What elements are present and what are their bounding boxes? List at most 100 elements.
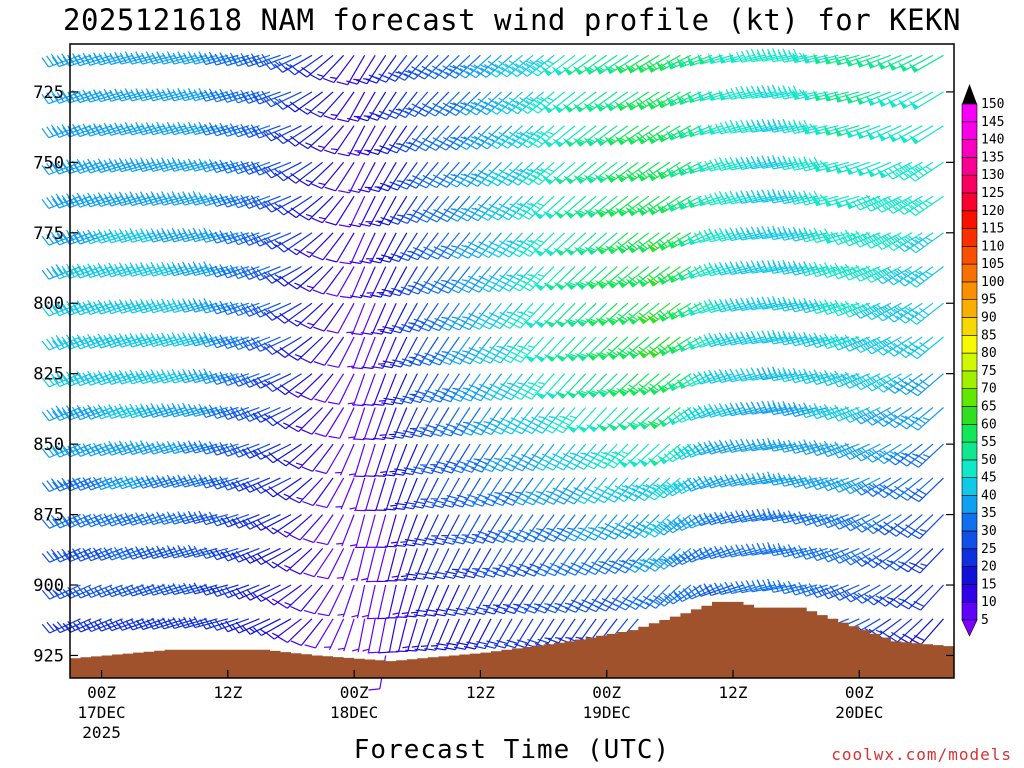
wind-barb bbox=[209, 584, 250, 597]
wind-barb bbox=[439, 336, 471, 366]
wind-barb bbox=[337, 125, 366, 157]
wind-barb bbox=[615, 266, 650, 289]
wind-barb bbox=[354, 477, 376, 512]
speed-colorbar: 5 10 15 20 25 30 35 40 45 50 55 60 65 70 75 80 85 90 95 100… bbox=[961, 84, 1004, 637]
y-tick-label: 850 bbox=[33, 435, 64, 455]
wind-barb bbox=[855, 91, 892, 105]
wind-barb bbox=[304, 618, 334, 649]
wind-barb bbox=[62, 477, 102, 492]
wind-barb bbox=[564, 373, 597, 399]
wind-barb bbox=[326, 302, 355, 334]
wind-barb bbox=[813, 124, 849, 136]
wind-barb bbox=[614, 195, 650, 217]
wind-barb bbox=[322, 54, 355, 84]
wind-barb bbox=[523, 548, 555, 577]
wind-barb bbox=[252, 406, 292, 423]
wind-barb bbox=[369, 266, 397, 298]
wind-barb bbox=[582, 54, 618, 75]
wind-barb bbox=[440, 443, 471, 474]
wind-barb bbox=[452, 548, 481, 579]
colorbar-label: 110 bbox=[981, 239, 1004, 254]
wind-barb bbox=[646, 266, 681, 287]
wind-barb bbox=[625, 266, 660, 288]
y-tick-label: 900 bbox=[33, 576, 64, 596]
wind-barb bbox=[886, 547, 923, 571]
wind-barb bbox=[314, 407, 345, 438]
wind-barb bbox=[896, 407, 934, 430]
wind-barb bbox=[575, 407, 608, 433]
wind-barb bbox=[543, 302, 576, 328]
colorbar-label: 130 bbox=[981, 168, 1004, 183]
wind-barb bbox=[462, 548, 492, 579]
wind-barb bbox=[813, 52, 849, 65]
wind-barb bbox=[336, 54, 366, 86]
wind-barb bbox=[855, 161, 892, 177]
colorbar-segment bbox=[961, 139, 978, 158]
wind-barb bbox=[350, 266, 376, 299]
wind-barb bbox=[615, 302, 650, 326]
wind-barb bbox=[656, 302, 692, 322]
wind-barb bbox=[635, 266, 671, 288]
wind-barb bbox=[635, 195, 671, 216]
wind-barb bbox=[635, 125, 671, 145]
wind-barb bbox=[655, 91, 692, 109]
wind-barb bbox=[497, 125, 534, 149]
wind-barb bbox=[438, 302, 471, 331]
wind-barb bbox=[624, 91, 660, 111]
wind-barb bbox=[276, 547, 313, 572]
wind-barb bbox=[146, 402, 186, 418]
wind-barb bbox=[823, 124, 860, 136]
wind-barb bbox=[220, 547, 260, 562]
wind-barb bbox=[686, 54, 723, 67]
wind-barb bbox=[274, 195, 313, 216]
wind-barb bbox=[604, 161, 639, 183]
wind-barb bbox=[844, 195, 881, 210]
wind-barb bbox=[906, 195, 944, 216]
wind-barb bbox=[875, 584, 913, 607]
wind-barb bbox=[852, 265, 892, 282]
wind-barb bbox=[656, 266, 692, 285]
wind-barb bbox=[433, 584, 460, 617]
wind-barb bbox=[522, 302, 555, 329]
wind-barb bbox=[325, 195, 355, 226]
wind-barb bbox=[477, 161, 513, 187]
colorbar-segment bbox=[961, 192, 978, 212]
wind-barb bbox=[231, 547, 271, 563]
wind-barb bbox=[372, 373, 397, 406]
wind-barb bbox=[697, 90, 734, 102]
wind-barb bbox=[392, 477, 418, 510]
wind-barb bbox=[354, 514, 376, 549]
wind-barb bbox=[606, 407, 639, 432]
wind-barb bbox=[452, 514, 481, 545]
wind-barb bbox=[831, 514, 871, 530]
wind-barb bbox=[316, 548, 345, 580]
wind-barb bbox=[564, 302, 597, 328]
wind-barb bbox=[346, 302, 366, 336]
wind-barb bbox=[347, 373, 366, 406]
wind-barb bbox=[491, 477, 523, 507]
wind-barb bbox=[400, 407, 429, 439]
wind-barb bbox=[393, 514, 418, 547]
wind-barb bbox=[626, 373, 660, 397]
wind-barb bbox=[909, 547, 944, 574]
wind-barb bbox=[666, 125, 702, 141]
wind-barb bbox=[834, 91, 870, 103]
wind-barb bbox=[865, 161, 902, 178]
wind-barb bbox=[852, 231, 892, 248]
wind-barb bbox=[389, 302, 418, 334]
wind-barb bbox=[896, 336, 934, 358]
wind-barb bbox=[603, 443, 639, 469]
wind-barb bbox=[562, 91, 597, 113]
colorbar-label: 25 bbox=[981, 542, 997, 557]
wind-barb bbox=[552, 91, 587, 114]
wind-barb bbox=[231, 514, 271, 529]
wind-barb bbox=[583, 161, 618, 184]
wind-barb bbox=[626, 407, 660, 431]
wind-barb bbox=[604, 195, 639, 218]
wind-barb bbox=[357, 162, 387, 193]
wind-barb bbox=[584, 232, 618, 256]
wind-barb bbox=[572, 54, 608, 76]
wind-barb bbox=[252, 302, 292, 318]
wind-barb bbox=[584, 302, 618, 327]
wind-barb bbox=[241, 443, 281, 459]
